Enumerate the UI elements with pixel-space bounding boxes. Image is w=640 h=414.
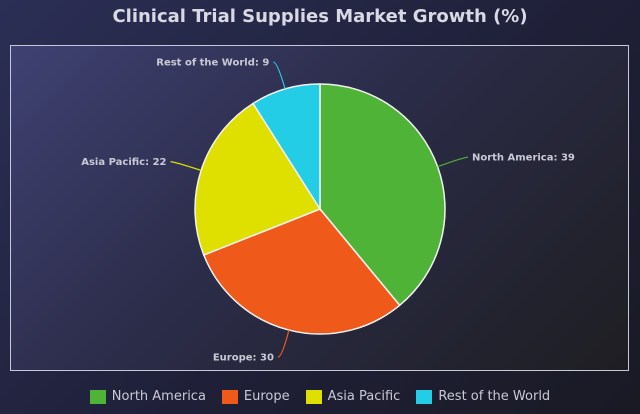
legend-swatch	[89, 389, 106, 404]
pie-slice-rest-of-the-world[interactable]	[251, 83, 321, 212]
leader-line-north-america	[437, 156, 469, 168]
slice-label-europe: Europe: 30	[213, 353, 274, 364]
legend-label: Asia Pacific	[327, 389, 401, 404]
legend: North America Europe Asia Pacific Rest of t…	[0, 389, 640, 404]
pie-slice-asia-pacific[interactable]	[194, 102, 322, 256]
legend-label: Europe	[243, 389, 290, 404]
slice-label-rest-of-the-world: Rest of the World: 9	[156, 58, 269, 69]
slice-label-north-america: North America: 39	[472, 153, 575, 164]
legend-swatch	[305, 389, 322, 404]
legend-swatch	[416, 389, 433, 404]
leader-line-europe	[277, 329, 290, 358]
legend-item-north-america[interactable]: North America	[89, 389, 206, 404]
pie-slice-north-america[interactable]	[319, 83, 446, 307]
legend-label: Rest of the World	[438, 389, 551, 404]
legend-item-europe[interactable]: Europe	[221, 389, 290, 404]
legend-item-rest-of-the-world[interactable]: Rest of the World	[416, 389, 550, 404]
chart-title: Clinical Trial Supplies Market Growth (%…	[112, 6, 528, 27]
pie-slice-europe[interactable]	[202, 208, 401, 335]
legend-label: North America	[111, 389, 206, 404]
leader-line-asia-pacific	[170, 161, 202, 171]
slice-label-asia-pacific: Asia Pacific: 22	[81, 157, 166, 168]
leader-line-rest-of-the-world	[273, 61, 286, 90]
legend-swatch	[221, 389, 238, 404]
legend-item-asia-pacific[interactable]: Asia Pacific	[305, 389, 401, 404]
